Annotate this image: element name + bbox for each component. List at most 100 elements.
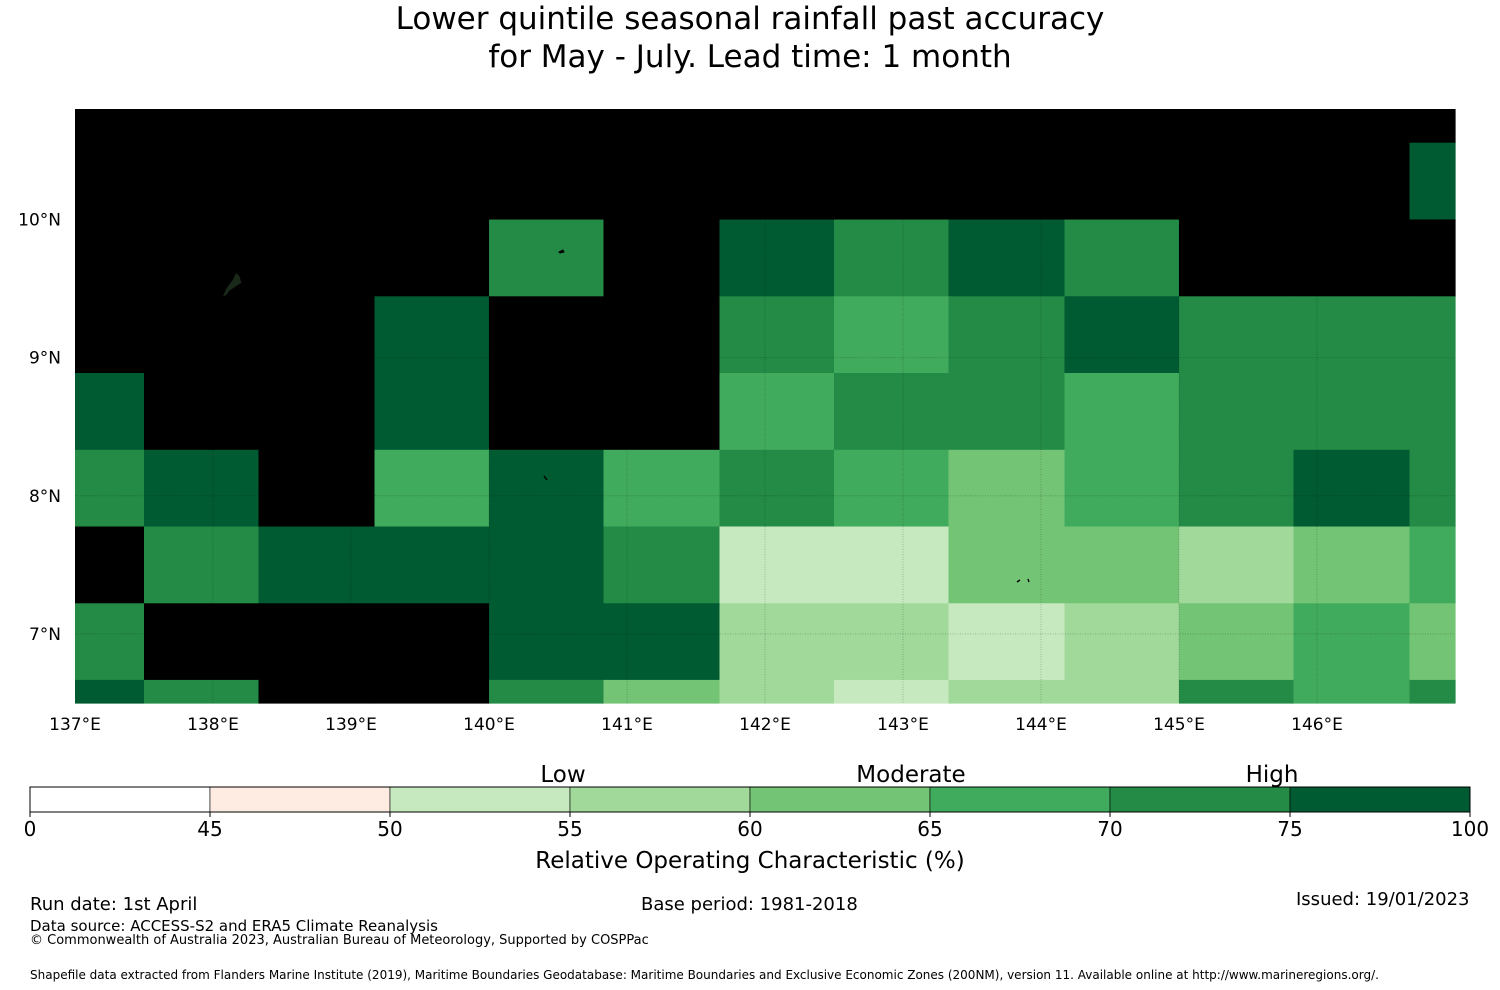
grid-cell: [834, 219, 950, 297]
data-source: Data source: ACCESS-S2 and ERA5 Climate …: [30, 917, 438, 935]
grid-cell: [603, 109, 720, 144]
grid-cell: [1064, 449, 1180, 528]
grid-cell: [719, 449, 835, 528]
grid-cell: [1179, 142, 1295, 221]
lon-tick-label: 142°E: [739, 715, 791, 735]
grid-cell: [948, 603, 1065, 681]
accuracy-grid: [75, 109, 1456, 704]
grid-cell: [489, 142, 605, 221]
grid-cell: [948, 373, 1065, 451]
grid-cell: [1064, 219, 1180, 297]
grid-cell: [1064, 109, 1180, 144]
grid-cell: [144, 449, 260, 528]
grid-cell: [489, 296, 605, 374]
grid-cell: [258, 373, 375, 451]
grid-cell: [948, 449, 1065, 528]
colorbar-tick-label: 100: [1451, 817, 1489, 841]
grid-cell: [144, 109, 260, 144]
grid-cell: [1409, 296, 1456, 374]
grid-cell: [1064, 296, 1180, 374]
colorbar-tick-label: 70: [1097, 817, 1122, 841]
grid-cell: [1409, 603, 1456, 681]
grid-cell: [719, 373, 835, 451]
grid-cell: [144, 142, 260, 221]
island-shape: [558, 249, 565, 254]
grid-cell: [834, 679, 950, 704]
map-title-line1: Lower quintile seasonal rainfall past ac…: [395, 1, 1105, 37]
map-title-line2: for May - July. Lead time: 1 month: [488, 39, 1012, 75]
lon-tick-label: 137°E: [49, 715, 101, 735]
grid-cell: [948, 296, 1065, 374]
grid-cell: [948, 526, 1065, 604]
grid-cell: [75, 603, 145, 681]
grid-cell: [1064, 526, 1180, 604]
lon-tick-label: 143°E: [877, 715, 929, 735]
grid-cell: [603, 679, 720, 704]
grid-cell: [1179, 603, 1295, 681]
grid-cell: [1409, 373, 1456, 451]
grid-cell: [374, 679, 490, 704]
grid-cell: [1179, 219, 1295, 297]
longitude-ticks: 137°E 138°E 139°E 140°E 141°E 142°E 143°E 144°E…: [49, 715, 1343, 735]
grid-cell: [489, 679, 605, 704]
grid-cell: [75, 142, 145, 221]
colorbar-title: Relative Operating Characteristic (%): [535, 848, 964, 874]
lon-tick-label: 144°E: [1015, 715, 1067, 735]
island-shape: [543, 475, 548, 481]
lon-tick-label: 138°E: [187, 715, 239, 735]
map-title: Lower quintile seasonal rainfall past ac…: [0, 0, 1500, 76]
grid-cell: [258, 296, 375, 374]
grid-cell: [948, 109, 1065, 144]
grid-cell: [1179, 296, 1295, 374]
colorbar-segment: [29, 786, 211, 813]
grid-cell: [1293, 373, 1410, 451]
grid-cell: [258, 679, 375, 704]
grid-cell: [144, 296, 260, 374]
grid-cell: [258, 109, 375, 144]
grid-cell: [489, 449, 605, 528]
grid-cell: [144, 526, 260, 604]
lon-tick-label: 146°E: [1291, 715, 1343, 735]
grid-cell: [258, 603, 375, 681]
grid-cell: [834, 109, 950, 144]
grid-cell: [1064, 142, 1180, 221]
grid-cell: [834, 603, 950, 681]
grid-cell: [144, 219, 260, 297]
grid-cell: [1064, 603, 1180, 681]
grid-cell: [374, 526, 490, 604]
grid-cell: [75, 373, 145, 451]
grid-cell: [1179, 679, 1295, 704]
grid-cell: [719, 296, 835, 374]
lon-tick-label: 139°E: [325, 715, 377, 735]
grid-cell: [374, 142, 490, 221]
grid-cell: [603, 296, 720, 374]
grid-cell: [1409, 142, 1456, 221]
grid-cell: [258, 219, 375, 297]
lon-tick-label: 145°E: [1153, 715, 1205, 735]
grid-cell: [489, 219, 605, 297]
island-shape: [220, 270, 243, 298]
grid-cell: [489, 373, 605, 451]
grid-cell: [1409, 219, 1456, 297]
grid-cell: [834, 373, 950, 451]
colorbar-segment: [569, 786, 751, 813]
grid-cell: [144, 679, 260, 704]
grid-cell: [75, 526, 145, 604]
grid-cell: [1409, 109, 1456, 144]
colorbar-tick-label: 75: [1277, 817, 1302, 841]
grid-cell: [144, 373, 260, 451]
grid-cell: [258, 526, 375, 604]
colorbar-segment: [1109, 786, 1291, 813]
colorbar-segment: [209, 786, 391, 813]
grid-cell: [719, 526, 835, 604]
grid-cell: [374, 219, 490, 297]
grid-cell: [1409, 679, 1456, 704]
grid-cell: [948, 219, 1065, 297]
grid-cell: [75, 219, 145, 297]
grid-cell: [374, 373, 490, 451]
lat-tick-label: 9°N: [29, 349, 61, 369]
grid-cell: [1409, 526, 1456, 604]
graticule: [75, 109, 1455, 703]
lat-tick-label: 10°N: [18, 211, 61, 231]
